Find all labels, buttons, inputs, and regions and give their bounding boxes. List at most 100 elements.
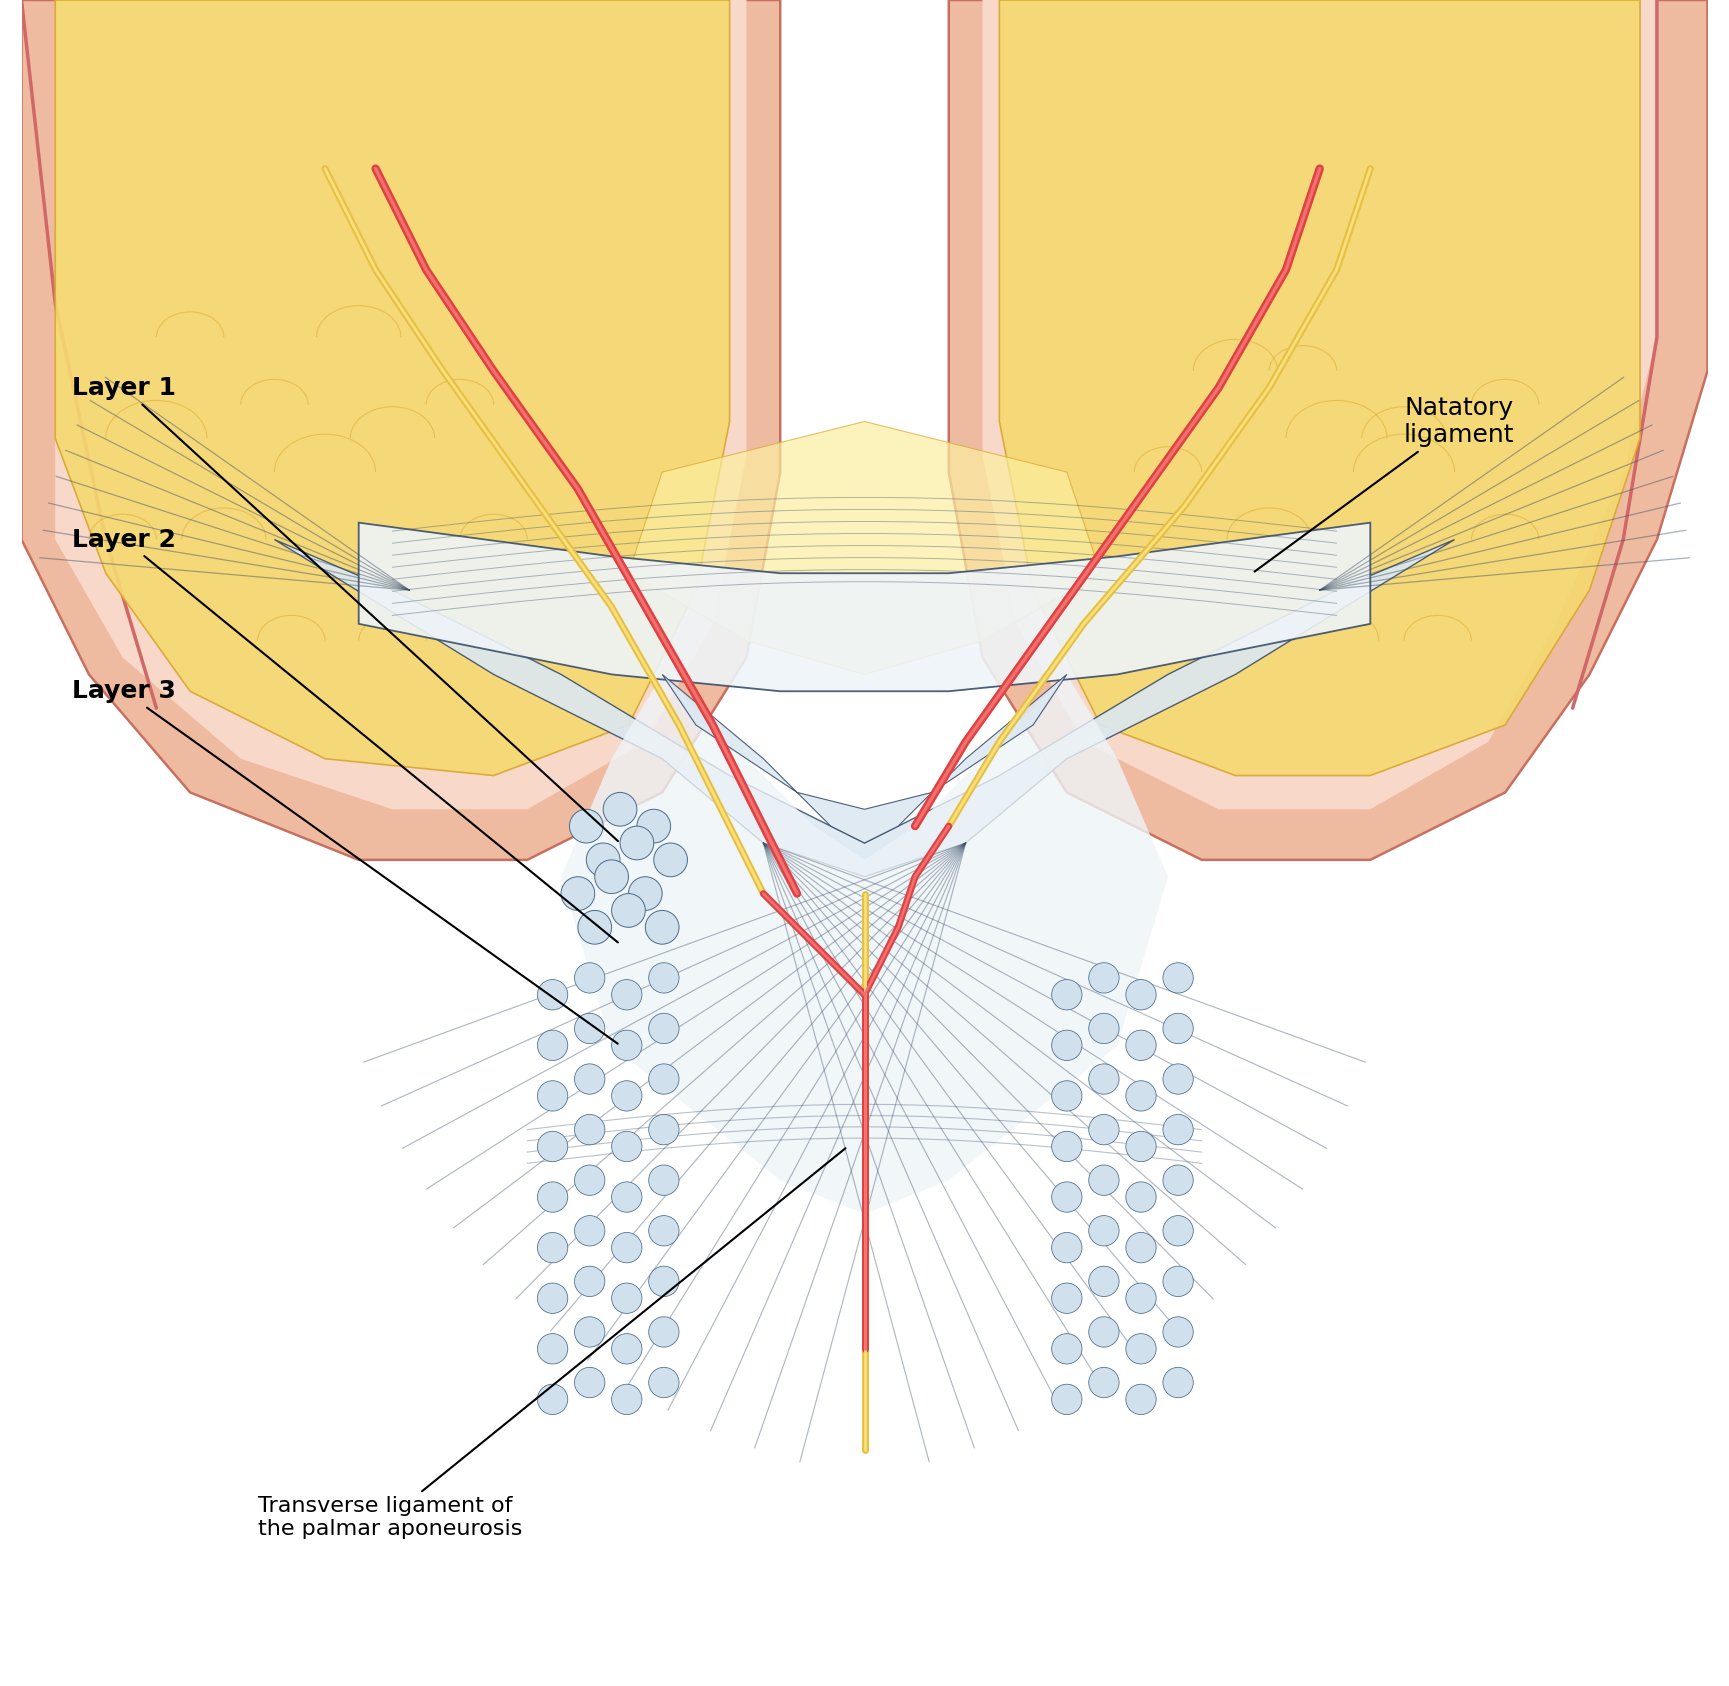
Circle shape <box>612 1334 641 1364</box>
Circle shape <box>1051 1081 1082 1111</box>
Circle shape <box>574 1266 605 1297</box>
Circle shape <box>648 1266 679 1297</box>
Circle shape <box>612 1081 641 1111</box>
Circle shape <box>654 843 688 877</box>
Circle shape <box>574 963 605 993</box>
Polygon shape <box>982 0 1656 809</box>
Circle shape <box>612 980 641 1010</box>
Circle shape <box>1089 1367 1119 1398</box>
Circle shape <box>1051 1384 1082 1415</box>
Circle shape <box>574 1317 605 1347</box>
Text: Layer 3: Layer 3 <box>73 679 617 1044</box>
Circle shape <box>538 1232 567 1263</box>
Circle shape <box>586 843 621 877</box>
Circle shape <box>648 1367 679 1398</box>
Circle shape <box>648 1013 679 1044</box>
Circle shape <box>1126 980 1157 1010</box>
Circle shape <box>648 963 679 993</box>
Circle shape <box>574 1013 605 1044</box>
Circle shape <box>612 1232 641 1263</box>
Circle shape <box>538 1334 567 1364</box>
Circle shape <box>1126 1182 1157 1212</box>
Circle shape <box>1089 1114 1119 1145</box>
Circle shape <box>1089 1013 1119 1044</box>
Circle shape <box>1126 1283 1157 1313</box>
Circle shape <box>1164 1367 1193 1398</box>
Circle shape <box>1051 1283 1082 1313</box>
Circle shape <box>1089 963 1119 993</box>
Polygon shape <box>21 0 780 860</box>
Polygon shape <box>358 523 1371 691</box>
Circle shape <box>648 1114 679 1145</box>
Circle shape <box>1164 963 1193 993</box>
Circle shape <box>628 877 662 910</box>
Circle shape <box>636 809 671 843</box>
Text: Natatory
ligament: Natatory ligament <box>1255 396 1515 572</box>
Polygon shape <box>999 0 1641 776</box>
Circle shape <box>612 1283 641 1313</box>
Circle shape <box>574 1064 605 1094</box>
Circle shape <box>1051 1334 1082 1364</box>
Circle shape <box>603 792 636 826</box>
Text: Transverse ligament of
the palmar aponeurosis: Transverse ligament of the palmar aponeu… <box>258 1148 845 1539</box>
Circle shape <box>1164 1216 1193 1246</box>
Circle shape <box>648 1216 679 1246</box>
Circle shape <box>595 860 628 894</box>
Circle shape <box>648 1064 679 1094</box>
Circle shape <box>1089 1165 1119 1195</box>
Circle shape <box>1126 1334 1157 1364</box>
Circle shape <box>1089 1216 1119 1246</box>
Text: Layer 2: Layer 2 <box>73 528 617 942</box>
Circle shape <box>538 1131 567 1162</box>
Circle shape <box>538 980 567 1010</box>
Circle shape <box>560 877 595 910</box>
Circle shape <box>645 910 679 944</box>
Circle shape <box>1089 1266 1119 1297</box>
Circle shape <box>648 1317 679 1347</box>
Circle shape <box>621 826 654 860</box>
Circle shape <box>538 1030 567 1060</box>
Circle shape <box>612 1030 641 1060</box>
Circle shape <box>1089 1064 1119 1094</box>
Circle shape <box>612 1182 641 1212</box>
Circle shape <box>1164 1114 1193 1145</box>
Circle shape <box>1089 1317 1119 1347</box>
Polygon shape <box>949 0 1708 860</box>
Circle shape <box>1051 1030 1082 1060</box>
Circle shape <box>574 1367 605 1398</box>
Circle shape <box>1164 1317 1193 1347</box>
Circle shape <box>538 1384 567 1415</box>
Circle shape <box>1126 1030 1157 1060</box>
Polygon shape <box>55 0 747 809</box>
Circle shape <box>538 1081 567 1111</box>
Circle shape <box>648 1165 679 1195</box>
Circle shape <box>1051 1182 1082 1212</box>
Circle shape <box>577 910 612 944</box>
Circle shape <box>574 1165 605 1195</box>
Circle shape <box>1164 1064 1193 1094</box>
Polygon shape <box>628 422 1101 674</box>
Polygon shape <box>275 540 1454 877</box>
Polygon shape <box>55 0 730 776</box>
Circle shape <box>1051 1232 1082 1263</box>
Circle shape <box>538 1283 567 1313</box>
Text: Layer 1: Layer 1 <box>73 376 617 841</box>
Circle shape <box>1051 1131 1082 1162</box>
Polygon shape <box>560 674 1169 1214</box>
Circle shape <box>569 809 603 843</box>
Circle shape <box>1126 1131 1157 1162</box>
Circle shape <box>1126 1384 1157 1415</box>
Circle shape <box>1126 1232 1157 1263</box>
Circle shape <box>1164 1266 1193 1297</box>
Circle shape <box>1126 1081 1157 1111</box>
Circle shape <box>574 1216 605 1246</box>
Circle shape <box>612 1131 641 1162</box>
Circle shape <box>1164 1013 1193 1044</box>
Circle shape <box>612 894 645 927</box>
Polygon shape <box>662 674 1067 843</box>
Circle shape <box>574 1114 605 1145</box>
Circle shape <box>612 1384 641 1415</box>
Circle shape <box>538 1182 567 1212</box>
Circle shape <box>1051 980 1082 1010</box>
Circle shape <box>1164 1165 1193 1195</box>
